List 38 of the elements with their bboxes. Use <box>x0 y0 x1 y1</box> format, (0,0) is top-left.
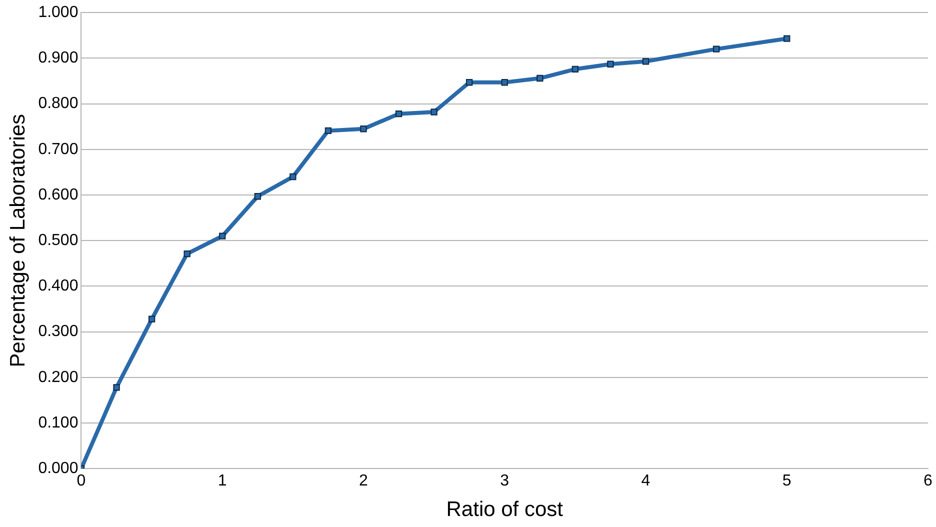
y-tick-label: 0.200 <box>38 368 78 386</box>
x-tick-label: 2 <box>359 472 368 490</box>
x-axis-title: Ratio of cost <box>446 498 564 522</box>
x-tick-label: 0 <box>76 472 86 490</box>
y-tick-label: 0.600 <box>38 186 78 204</box>
point <box>536 74 544 82</box>
y-tick-label: 0.700 <box>38 140 78 158</box>
y-tick-label: 0.900 <box>38 50 78 67</box>
x-tick-label: 4 <box>641 472 650 490</box>
y-tick-label: 0.100 <box>38 414 78 432</box>
point <box>219 232 226 240</box>
point <box>642 58 650 65</box>
x-tick-label: 6 <box>924 472 933 490</box>
point <box>501 79 508 86</box>
point <box>148 316 156 322</box>
point <box>572 66 579 72</box>
y-tick-label: 0.000 <box>38 460 78 478</box>
y-tick-label: 0.300 <box>38 323 78 340</box>
point <box>712 46 720 52</box>
y-tick-label: 0.500 <box>38 232 78 250</box>
point <box>184 250 190 258</box>
x-tick-label: 1 <box>218 472 227 490</box>
point <box>784 35 790 42</box>
point <box>113 384 120 391</box>
point <box>607 60 614 68</box>
x-tick-label: 3 <box>500 472 510 490</box>
x-tick-label: 5 <box>782 472 792 490</box>
y-axis-title: Percentage of Laboratories <box>6 114 30 368</box>
point <box>324 127 332 134</box>
y-tick-label: 0.400 <box>38 278 78 295</box>
point <box>430 108 438 116</box>
point <box>360 126 367 132</box>
point <box>290 173 296 180</box>
y-tick-label: 0.800 <box>38 95 78 112</box>
y-tick-label: 1.000 <box>38 4 78 22</box>
point <box>254 193 261 200</box>
point <box>466 79 473 86</box>
point <box>395 110 402 118</box>
